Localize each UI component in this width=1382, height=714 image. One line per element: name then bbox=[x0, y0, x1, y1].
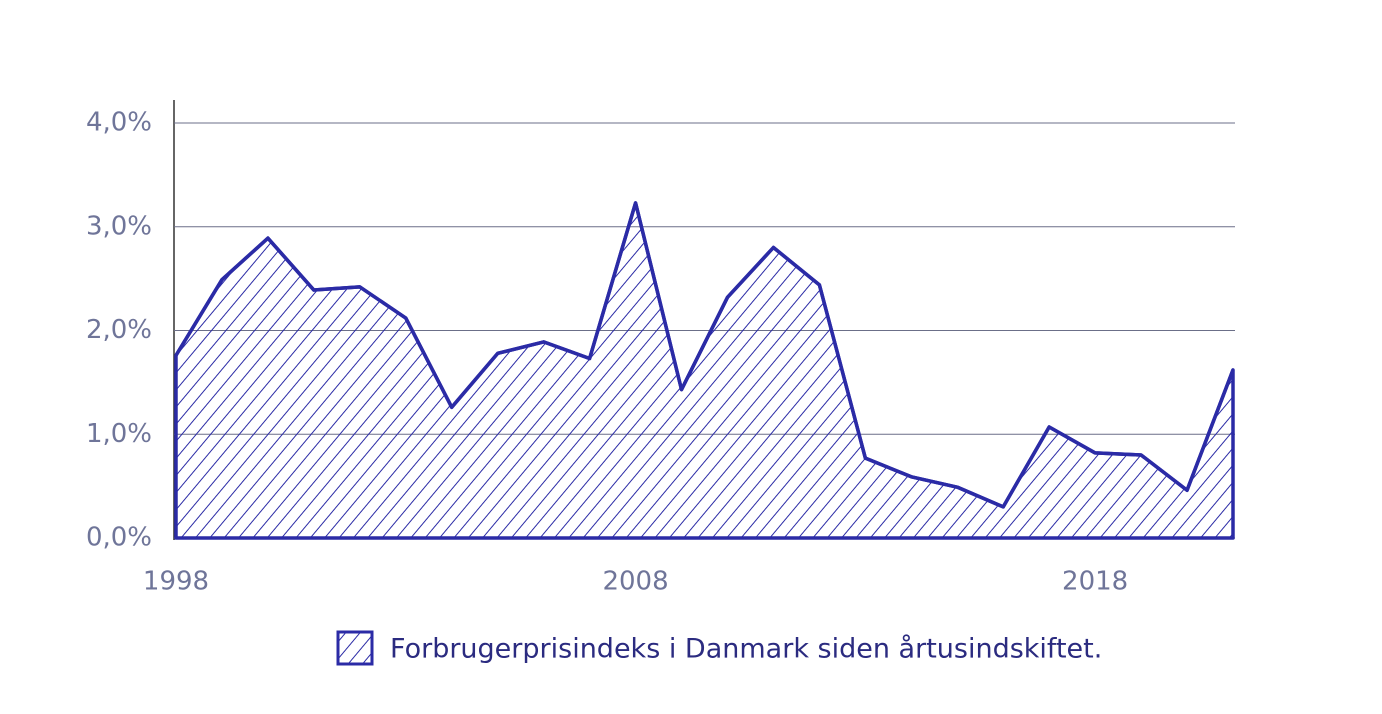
x-tick-label: 1998 bbox=[143, 567, 209, 597]
legend-label: Forbrugerprisindeks i Danmark siden årtu… bbox=[390, 634, 1102, 665]
y-tick-label: 2,0% bbox=[86, 315, 152, 345]
x-tick-label: 2018 bbox=[1062, 567, 1128, 597]
y-tick-label: 0,0% bbox=[86, 523, 152, 553]
y-tick-label: 4,0% bbox=[86, 108, 152, 138]
legend-swatch bbox=[336, 630, 374, 666]
area-fill bbox=[174, 201, 1235, 540]
y-tick-label: 3,0% bbox=[86, 211, 152, 241]
area-line bbox=[174, 201, 1235, 509]
legend: Forbrugerprisindeks i Danmark siden årtu… bbox=[336, 630, 1102, 666]
y-tick-label: 1,0% bbox=[86, 419, 152, 449]
x-tick-label: 2008 bbox=[602, 567, 668, 597]
